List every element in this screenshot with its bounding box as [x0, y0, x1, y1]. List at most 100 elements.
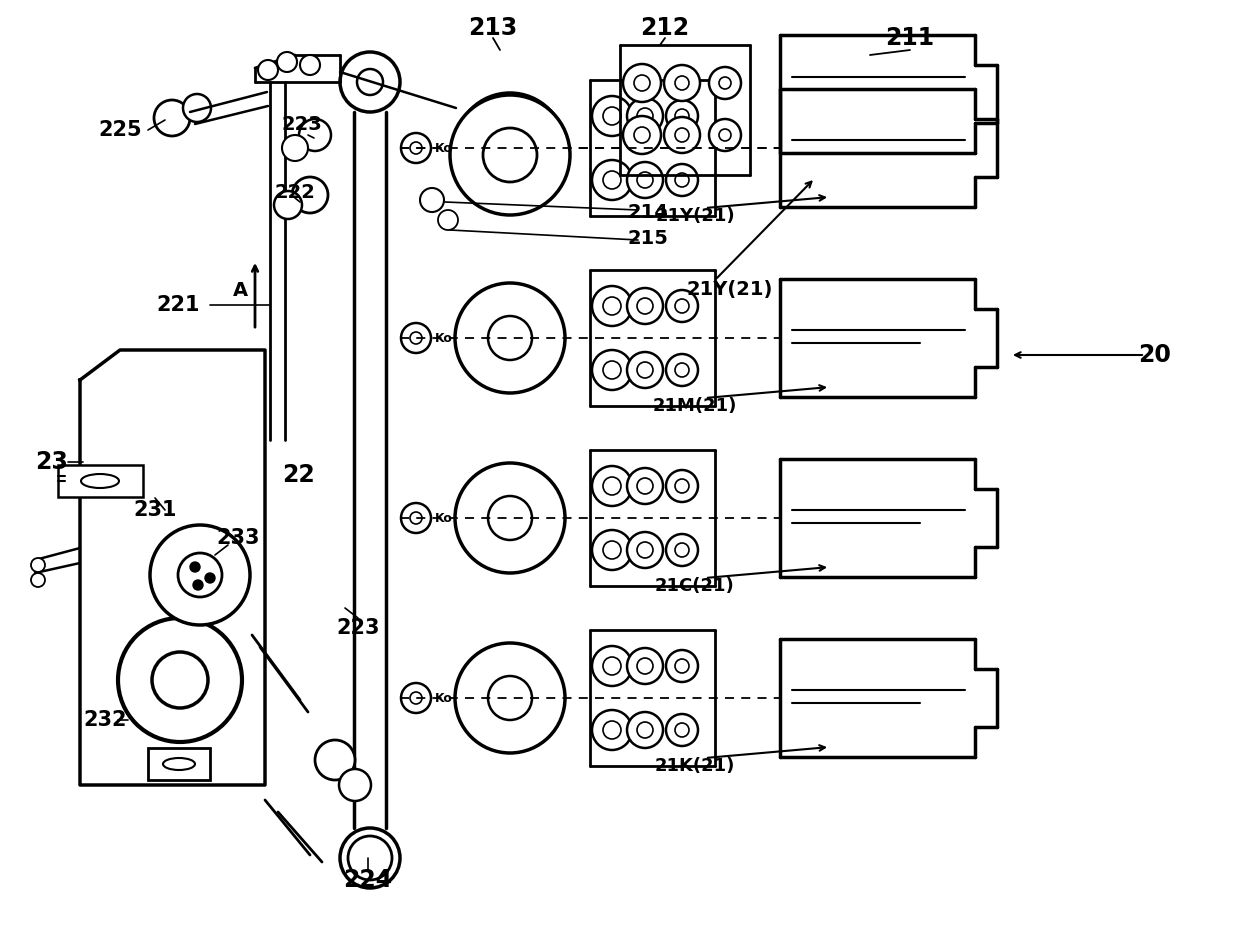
Circle shape: [357, 845, 383, 871]
Circle shape: [410, 692, 422, 704]
Circle shape: [675, 479, 689, 493]
Circle shape: [591, 350, 632, 390]
Text: 212: 212: [640, 16, 689, 40]
Circle shape: [627, 288, 663, 324]
Text: 222: 222: [274, 183, 315, 202]
Circle shape: [666, 164, 698, 196]
Circle shape: [627, 532, 663, 568]
Circle shape: [627, 648, 663, 684]
Circle shape: [315, 740, 355, 780]
Circle shape: [627, 712, 663, 748]
Text: Ko: Ko: [435, 511, 453, 524]
Circle shape: [603, 171, 621, 189]
Text: 20: 20: [1138, 343, 1172, 367]
Circle shape: [603, 721, 621, 739]
Circle shape: [666, 470, 698, 502]
Circle shape: [637, 542, 653, 558]
Text: 223: 223: [336, 618, 379, 638]
Circle shape: [627, 98, 663, 134]
Circle shape: [603, 657, 621, 675]
Text: 211: 211: [885, 26, 935, 50]
Circle shape: [663, 65, 701, 101]
Text: 22: 22: [281, 463, 315, 487]
Circle shape: [489, 496, 532, 540]
Circle shape: [401, 683, 432, 713]
Text: 214: 214: [627, 204, 668, 222]
Circle shape: [627, 352, 663, 388]
Circle shape: [281, 135, 308, 161]
Circle shape: [291, 177, 329, 213]
Circle shape: [637, 172, 653, 188]
Circle shape: [455, 463, 565, 573]
Circle shape: [184, 94, 211, 122]
Circle shape: [719, 129, 732, 141]
Circle shape: [675, 543, 689, 557]
Circle shape: [591, 646, 632, 686]
Circle shape: [591, 96, 632, 136]
Circle shape: [675, 109, 689, 123]
Text: A: A: [232, 280, 248, 299]
Circle shape: [340, 828, 401, 888]
Circle shape: [340, 52, 401, 112]
Circle shape: [603, 107, 621, 125]
Bar: [148, 748, 210, 780]
Circle shape: [637, 478, 653, 494]
Circle shape: [591, 160, 632, 200]
Text: 221: 221: [156, 295, 200, 315]
Circle shape: [603, 477, 621, 495]
Circle shape: [637, 658, 653, 674]
Circle shape: [154, 100, 190, 136]
Text: 21K(21): 21K(21): [655, 757, 735, 775]
Circle shape: [675, 76, 689, 90]
Circle shape: [31, 558, 45, 572]
Circle shape: [31, 573, 45, 587]
Circle shape: [357, 69, 383, 95]
Text: 232: 232: [83, 710, 126, 730]
Circle shape: [637, 722, 653, 738]
Text: 215: 215: [627, 229, 668, 248]
Circle shape: [410, 512, 422, 524]
Circle shape: [190, 562, 200, 572]
Text: 213: 213: [469, 16, 517, 40]
Circle shape: [622, 64, 661, 102]
Circle shape: [118, 618, 242, 742]
Circle shape: [410, 332, 422, 344]
Text: 223: 223: [281, 115, 322, 134]
Text: 224: 224: [343, 868, 393, 892]
Text: Ko: Ko: [435, 142, 453, 155]
Circle shape: [666, 100, 698, 132]
Circle shape: [401, 503, 432, 533]
Text: 233: 233: [216, 528, 259, 548]
Circle shape: [675, 723, 689, 737]
Circle shape: [675, 128, 689, 142]
Circle shape: [489, 126, 532, 170]
Circle shape: [299, 119, 331, 151]
Circle shape: [300, 55, 320, 75]
Circle shape: [489, 316, 532, 360]
Circle shape: [274, 191, 303, 219]
Circle shape: [675, 299, 689, 313]
Circle shape: [591, 530, 632, 570]
Circle shape: [637, 362, 653, 378]
Circle shape: [193, 580, 203, 590]
Text: Ko: Ko: [435, 331, 453, 344]
Text: 21Y(21): 21Y(21): [655, 207, 735, 225]
Circle shape: [455, 283, 565, 393]
Circle shape: [450, 95, 570, 215]
Circle shape: [627, 162, 663, 198]
Circle shape: [438, 210, 458, 230]
Circle shape: [709, 119, 742, 151]
Circle shape: [179, 553, 222, 597]
Circle shape: [150, 525, 250, 625]
Circle shape: [622, 116, 661, 154]
Circle shape: [591, 286, 632, 326]
Text: Ko: Ko: [435, 691, 453, 704]
Text: 21C(21): 21C(21): [655, 577, 735, 595]
Circle shape: [258, 60, 278, 80]
Circle shape: [709, 67, 742, 99]
Circle shape: [420, 188, 444, 212]
Circle shape: [663, 117, 701, 153]
Circle shape: [489, 676, 532, 720]
Circle shape: [675, 363, 689, 377]
Circle shape: [277, 52, 298, 72]
